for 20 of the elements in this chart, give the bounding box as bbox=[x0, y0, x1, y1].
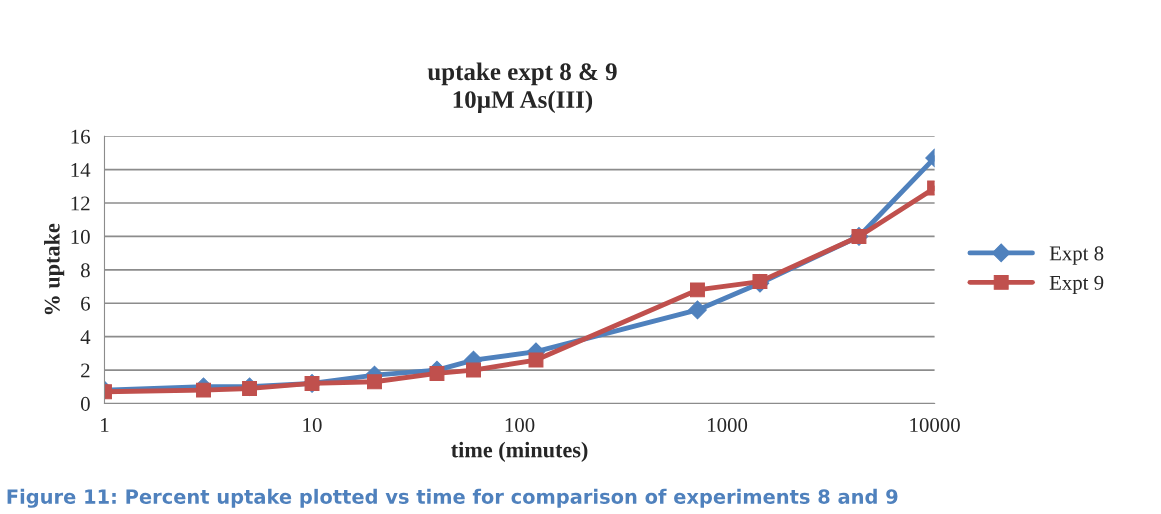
x-axis-title: time (minutes) bbox=[451, 441, 588, 462]
y-tick-label: 12 bbox=[71, 196, 90, 211]
y-tick-label: 16 bbox=[71, 129, 90, 144]
y-tick-label: 2 bbox=[81, 363, 90, 378]
y-axis-title: % uptake bbox=[44, 223, 65, 315]
x-tick-label: 10 bbox=[303, 417, 322, 433]
y-tick-label: 14 bbox=[71, 163, 91, 177]
x-tick-label: 10000 bbox=[910, 417, 960, 433]
x-tick-label: 100 bbox=[505, 417, 535, 433]
y-tick-label: 6 bbox=[81, 296, 90, 311]
y-tick-label: 0 bbox=[80, 396, 90, 411]
chart-title: uptake expt 8 & 9 10µM As(III) bbox=[427, 62, 617, 114]
y-tick-label: 8 bbox=[80, 263, 90, 278]
caption: Figure 11: Percent uptake plotted vs time for comparison of experiments 8 and 9 bbox=[7, 488, 898, 508]
x-tick-label: 1 bbox=[101, 418, 109, 432]
legend-label: Expt 8 bbox=[1049, 246, 1104, 265]
y-tick-label: 10 bbox=[71, 229, 90, 244]
legend-label: Expt 9 bbox=[1049, 275, 1104, 295]
x-tick-label: 1000 bbox=[708, 417, 748, 433]
y-tick-label: 4 bbox=[80, 330, 91, 344]
